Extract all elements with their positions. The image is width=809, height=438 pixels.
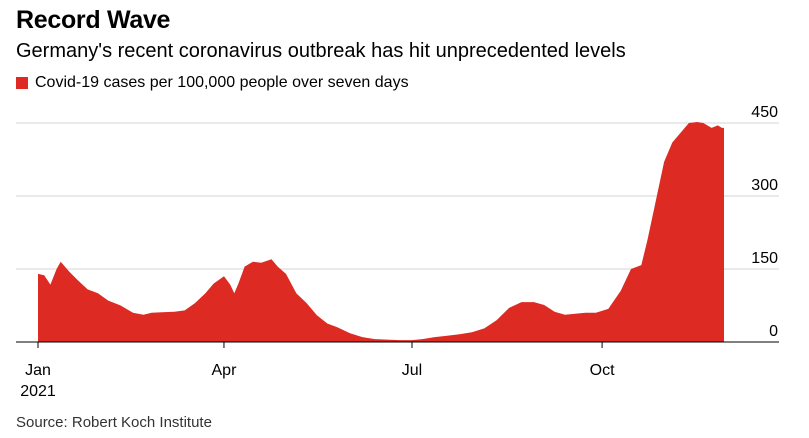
y-tick-label: 0 bbox=[769, 323, 778, 340]
chart-title: Record Wave bbox=[16, 6, 171, 34]
y-axis: 0 150 300 450 bbox=[751, 104, 778, 340]
source-note: Source: Robert Koch Institute bbox=[16, 414, 212, 431]
chart-subtitle: Germany's recent coronavirus outbreak ha… bbox=[16, 40, 626, 62]
x-tick-label: Jul bbox=[402, 362, 422, 379]
legend-label: Covid-19 cases per 100,000 people over s… bbox=[35, 74, 409, 91]
y-tick-label: 450 bbox=[751, 104, 778, 121]
x-tick-sublabel: 2021 bbox=[20, 383, 56, 400]
cases-area bbox=[38, 122, 724, 342]
x-tick-label: Apr bbox=[212, 362, 238, 379]
legend-swatch bbox=[16, 77, 28, 89]
legend: Covid-19 cases per 100,000 people over s… bbox=[16, 74, 409, 92]
x-tick-label: Jan bbox=[25, 362, 51, 379]
x-axis: Jan 2021 Apr Jul Oct bbox=[20, 342, 615, 400]
x-tick-label: Oct bbox=[590, 362, 615, 379]
y-tick-label: 150 bbox=[751, 250, 778, 267]
y-tick-label: 300 bbox=[751, 177, 778, 194]
